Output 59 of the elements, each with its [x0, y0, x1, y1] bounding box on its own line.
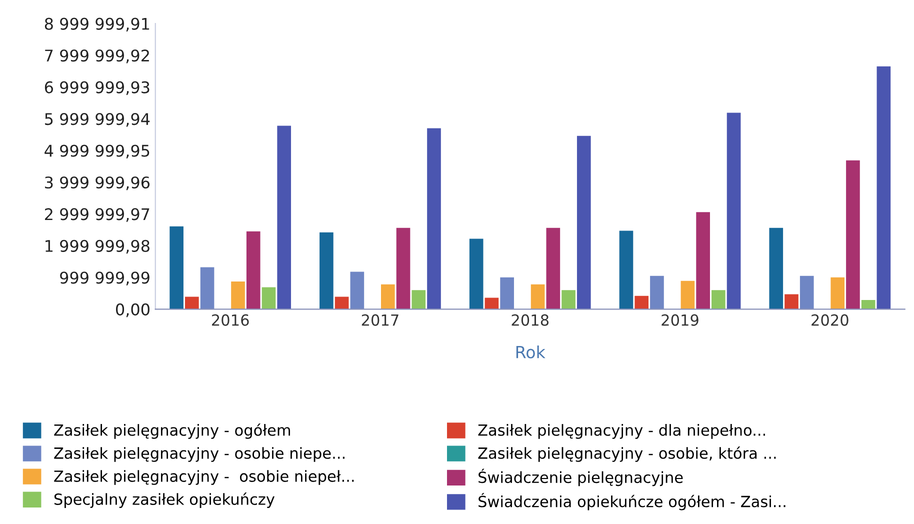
bar [469, 238, 484, 310]
bar [562, 290, 576, 310]
legend-label: Zasiłek pielęgnacyjny - dla niepełno... [478, 424, 766, 439]
bar [546, 228, 560, 310]
x-tick-label: 2020 [812, 314, 848, 326]
x-tick-label: 2016 [212, 314, 249, 326]
bar [185, 296, 199, 310]
bar [576, 136, 591, 310]
bar [530, 284, 545, 310]
y-tick-label: 7 999 999,92 [45, 50, 149, 64]
x-axis-title: Rok [516, 345, 546, 358]
bar [427, 128, 441, 310]
bar [712, 290, 726, 310]
bar [696, 212, 710, 310]
y-tick-label: 4 999 999,95 [44, 144, 150, 158]
bar [861, 300, 876, 310]
bar [246, 231, 260, 310]
bar [231, 282, 245, 310]
bar [846, 160, 860, 310]
y-tick-label: 6 999 999,93 [44, 81, 150, 95]
y-tick-label: 0,00 [116, 303, 150, 318]
bar [200, 267, 214, 310]
y-tick-label: 2 999 999,97 [45, 208, 150, 222]
bar [500, 277, 514, 310]
bar [262, 287, 276, 310]
y-tick-label: 3 999 999,96 [45, 176, 150, 190]
bar [769, 228, 784, 310]
bar [876, 66, 891, 310]
legend-label: Specjalny zasiłek opiekuńczy [54, 492, 275, 508]
legend-label: Zasiłek pielęgnacyjny - ogółem [54, 423, 290, 439]
bar [680, 280, 695, 310]
legend-label: Świadczenia opiekuńcze ogółem - Zasi... [478, 492, 786, 510]
x-tick-label: 2017 [362, 314, 398, 326]
bar [800, 276, 814, 310]
bar [277, 126, 292, 310]
legend-label: Zasiłek pielęgnacyjny - osobie niepe... [54, 447, 344, 462]
bar [320, 232, 334, 310]
bar [412, 290, 426, 310]
bar [334, 296, 349, 310]
legend-label: Świadczenie pielęgnacyjne [478, 468, 683, 486]
bar [619, 230, 634, 310]
bar [396, 228, 410, 310]
bar [726, 112, 741, 310]
x-tick-label: 2019 [662, 314, 698, 326]
legend-label: Zasiłek pielęgnacyjny - osobie, która ... [478, 446, 776, 462]
bar [830, 277, 845, 310]
bar [170, 226, 184, 310]
bar [650, 276, 664, 310]
y-tick-label: 5 999 999,94 [45, 112, 150, 127]
y-tick-label: 1 999 999,98 [46, 240, 150, 254]
y-tick-label: 999 999,99 [60, 272, 150, 286]
bar [634, 296, 649, 310]
bar [350, 272, 364, 310]
y-tick-label: 8 999 999,91 [44, 18, 150, 32]
bar [484, 298, 499, 310]
legend-label: Zasiłek pielęgnacyjny - osobie niepeł... [54, 470, 354, 485]
bar [380, 284, 395, 310]
bar [784, 294, 798, 310]
x-tick-label: 2018 [512, 314, 549, 326]
